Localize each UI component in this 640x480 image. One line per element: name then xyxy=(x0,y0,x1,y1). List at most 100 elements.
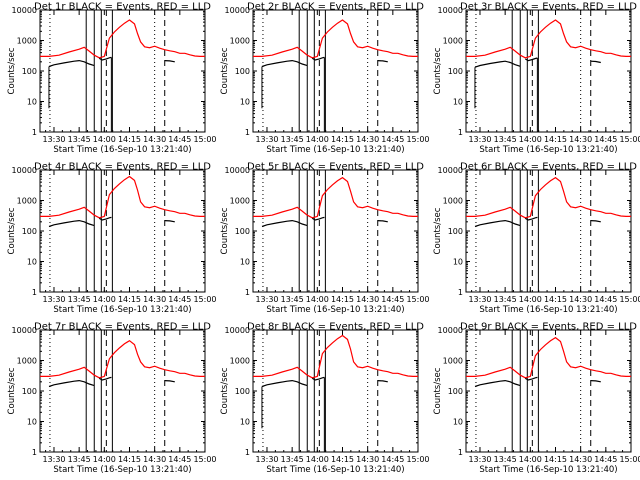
y-tick-label: 100 xyxy=(22,67,37,76)
y-tick-label: 10 xyxy=(27,98,37,107)
panel-det-1: Det 1r BLACK = Events, RED = LLD 1 10 100 10… xyxy=(7,2,217,156)
y-tick-label: 1000 xyxy=(230,357,250,366)
lld-series-line xyxy=(466,19,631,59)
plot-data xyxy=(40,330,205,452)
panel-title: Det 7r BLACK = Events, RED = LLD xyxy=(34,322,211,333)
x-tick-label: 15:00 xyxy=(193,295,216,304)
events-series-line xyxy=(99,216,112,221)
x-tick-label: 14:00 xyxy=(306,295,329,304)
x-tick-label: 13:45 xyxy=(494,295,517,304)
x-tick-label: 14:30 xyxy=(143,135,166,144)
y-axis-label: Counts/sec xyxy=(433,207,443,254)
y-axis-label: Counts/sec xyxy=(7,47,17,94)
plot-data xyxy=(466,10,631,132)
x-tick-label: 14:45 xyxy=(594,455,617,464)
events-series-line xyxy=(99,56,112,61)
plot-frame xyxy=(465,329,632,453)
x-tick-label: 13:45 xyxy=(494,455,517,464)
y-tick-label: 1 xyxy=(458,288,463,297)
y-axis-label: Counts/sec xyxy=(220,47,230,94)
x-tick-label: 13:30 xyxy=(255,295,278,304)
x-tick-label: 13:30 xyxy=(255,455,278,464)
x-tick-label: 14:15 xyxy=(544,295,567,304)
y-tick-label: 1000 xyxy=(443,357,463,366)
panel-det-6: Det 6r BLACK = Events, RED = LLD 1 10 100 10… xyxy=(433,162,640,316)
x-tick-label: 13:45 xyxy=(68,455,91,464)
events-series-line xyxy=(164,220,175,223)
y-tick-label: 1 xyxy=(32,128,37,137)
y-tick-label: 10000 xyxy=(225,166,250,175)
panel-det-2: Det 2r BLACK = Events, RED = LLD 1 10 100 10… xyxy=(220,2,430,156)
x-tick-label: 14:45 xyxy=(381,455,404,464)
y-tick-label: 10000 xyxy=(12,326,37,335)
lld-series-line xyxy=(466,336,631,379)
x-tick-label: 14:15 xyxy=(331,455,354,464)
y-tick-label: 100 xyxy=(235,387,250,396)
x-tick-label: 15:00 xyxy=(619,135,640,144)
events-series-line xyxy=(590,380,601,383)
y-tick-label: 100 xyxy=(448,227,463,236)
plot-frame xyxy=(39,329,206,453)
x-tick-label: 14:15 xyxy=(331,295,354,304)
events-series-line xyxy=(261,379,308,388)
x-tick-label: 15:00 xyxy=(193,135,216,144)
plot-data xyxy=(253,10,418,132)
x-tick-label: 15:00 xyxy=(619,455,640,464)
x-tick-label: 15:00 xyxy=(193,455,216,464)
x-axis-label: Start Time (16-Sep-10 13:21:40) xyxy=(53,305,191,315)
x-tick-label: 14:45 xyxy=(381,135,404,144)
x-tick-label: 14:45 xyxy=(168,455,191,464)
panel-title: Det 4r BLACK = Events, RED = LLD xyxy=(34,162,211,173)
lld-series-line xyxy=(253,176,418,219)
x-axis-label: Start Time (16-Sep-10 13:21:40) xyxy=(266,465,404,475)
x-tick-label: 14:30 xyxy=(356,135,379,144)
y-axis-label: Counts/sec xyxy=(7,207,17,254)
panel-title: Det 8r BLACK = Events, RED = LLD xyxy=(247,322,424,333)
x-tick-label: 14:00 xyxy=(306,135,329,144)
panel-title: Det 6r BLACK = Events, RED = LLD xyxy=(460,162,637,173)
y-tick-label: 1000 xyxy=(230,197,250,206)
x-tick-label: 13:30 xyxy=(42,295,65,304)
plot-frame xyxy=(465,9,632,133)
plot-frame xyxy=(39,9,206,133)
x-tick-label: 13:30 xyxy=(42,455,65,464)
events-series-line xyxy=(590,60,601,64)
plot-frame xyxy=(252,169,419,293)
x-tick-label: 13:45 xyxy=(68,135,91,144)
y-tick-label: 1000 xyxy=(17,357,37,366)
y-tick-label: 10000 xyxy=(12,166,37,175)
plot-frame xyxy=(252,9,419,133)
y-tick-label: 1 xyxy=(245,288,250,297)
y-tick-label: 10000 xyxy=(438,326,463,335)
panel-det-7: Det 7r BLACK = Events, RED = LLD 1 10 100 10… xyxy=(7,322,217,476)
events-series-line xyxy=(525,57,538,62)
x-tick-label: 14:30 xyxy=(569,295,592,304)
y-tick-label: 10000 xyxy=(438,166,463,175)
x-tick-label: 13:30 xyxy=(468,295,491,304)
x-tick-label: 15:00 xyxy=(406,295,429,304)
plot-frame xyxy=(39,169,206,293)
x-tick-label: 14:00 xyxy=(306,455,329,464)
y-tick-label: 100 xyxy=(22,387,37,396)
x-tick-label: 13:30 xyxy=(42,135,65,144)
y-tick-label: 100 xyxy=(22,227,37,236)
lld-series-line xyxy=(40,339,205,379)
panel-title: Det 2r BLACK = Events, RED = LLD xyxy=(247,2,424,13)
y-tick-label: 10 xyxy=(27,258,37,267)
plot-data xyxy=(253,170,418,292)
panel-det-3: Det 3r BLACK = Events, RED = LLD 1 10 100 10… xyxy=(433,2,640,156)
x-tick-label: 14:00 xyxy=(93,135,116,144)
y-tick-label: 100 xyxy=(448,67,463,76)
x-axis-label: Start Time (16-Sep-10 13:21:40) xyxy=(53,465,191,475)
plot-data xyxy=(466,170,631,292)
x-tick-label: 14:15 xyxy=(331,135,354,144)
y-tick-label: 100 xyxy=(448,387,463,396)
events-series-line xyxy=(164,380,175,383)
y-tick-label: 10000 xyxy=(225,326,250,335)
x-tick-label: 14:15 xyxy=(544,135,567,144)
y-tick-label: 1000 xyxy=(17,37,37,46)
events-series-line xyxy=(474,379,521,388)
x-axis-label: Start Time (16-Sep-10 13:21:40) xyxy=(479,145,617,155)
x-tick-label: 15:00 xyxy=(406,135,429,144)
